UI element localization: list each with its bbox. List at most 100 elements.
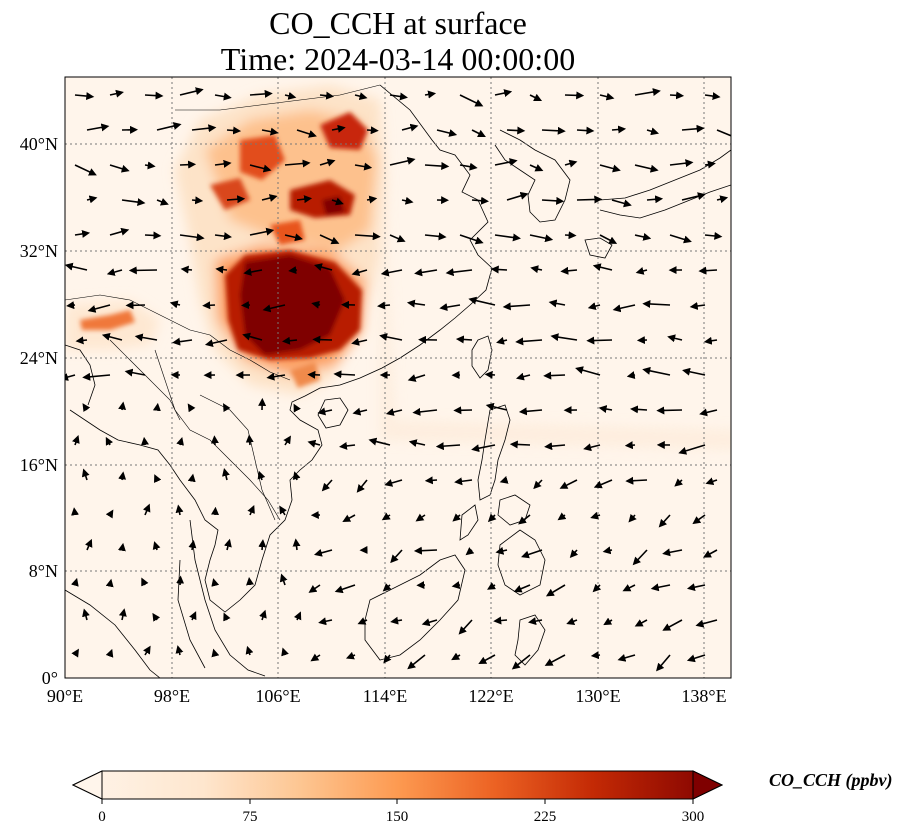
map-time-subtitle: Time: 2024-03-14 00:00:00	[220, 41, 576, 77]
wind-arrow	[401, 196, 414, 205]
wind-arrow	[144, 91, 164, 100]
wind-arrow	[381, 512, 391, 521]
wind-vectors	[65, 87, 731, 672]
wind-arrow	[630, 405, 648, 414]
wind-arrow	[118, 471, 127, 481]
wind-arrow	[66, 301, 76, 310]
wind-arrow	[175, 645, 184, 656]
wind-arrow	[634, 619, 648, 627]
wind-arrow	[435, 442, 461, 451]
wind-arrow	[530, 265, 543, 274]
wind-arrow	[439, 303, 461, 312]
wind-arrow	[495, 546, 508, 555]
wind-arrow	[564, 91, 585, 100]
wind-arrow	[412, 407, 438, 416]
wind-arrow	[202, 301, 216, 310]
wind-arrow	[342, 514, 356, 522]
colorbar-tick-label: 75	[243, 809, 258, 825]
wind-arrow	[169, 300, 181, 309]
wind-arrow	[468, 296, 496, 306]
wind-arrow	[494, 233, 521, 242]
wind-arrow	[424, 232, 447, 241]
wind-arrow	[284, 91, 297, 100]
wind-arrow	[261, 127, 279, 136]
wind-arrow	[180, 265, 193, 274]
wind-arrow	[716, 129, 731, 137]
wind-arrow	[471, 196, 489, 205]
wind-arrow	[626, 371, 636, 380]
wind-arrow	[282, 336, 298, 345]
wind-arrow	[407, 374, 426, 382]
wind-arrow	[564, 159, 578, 168]
wind-arrow	[74, 92, 95, 101]
wind-arrow	[179, 233, 205, 242]
wind-arrow	[499, 476, 509, 484]
wind-arrow	[318, 617, 333, 626]
wind-arrow	[214, 92, 232, 101]
wind-arrow	[678, 444, 706, 455]
wind-arrow	[82, 403, 91, 412]
colorbar-extend-max	[692, 770, 724, 800]
wind-arrow	[224, 538, 232, 551]
wind-arrow	[379, 333, 403, 341]
wind-arrow	[529, 164, 544, 172]
wind-arrow	[692, 514, 706, 525]
wind-arrow	[459, 234, 484, 245]
wind-arrow	[156, 122, 182, 131]
wind-arrow	[242, 332, 263, 341]
wind-arrow	[128, 266, 158, 275]
wind-arrow	[156, 198, 169, 206]
wind-arrow	[331, 197, 344, 206]
wind-arrow	[179, 87, 204, 96]
wind-arrow	[134, 333, 158, 342]
wind-arrow	[485, 402, 508, 411]
wind-arrow	[87, 304, 111, 313]
wind-arrow	[451, 652, 461, 661]
wind-arrow	[288, 266, 298, 275]
wind-arrow	[292, 471, 301, 481]
wind-arrow	[246, 577, 254, 586]
wind-arrow	[356, 479, 368, 493]
wind-arrow	[175, 504, 184, 516]
wind-arrow	[716, 195, 729, 204]
wind-arrow	[624, 441, 636, 450]
wind-arrow	[590, 651, 601, 660]
wind-arrow	[154, 474, 162, 484]
longitude-ticks: 90°E 98°E 106°E 114°E 122°E 130°E 138°E	[47, 686, 727, 706]
wind-arrow	[455, 335, 473, 344]
lon-tick-label: 138°E	[681, 686, 726, 706]
wind-arrow	[703, 336, 718, 345]
wind-arrow	[82, 372, 111, 381]
wind-arrow	[698, 266, 718, 275]
wind-arrow	[204, 339, 228, 348]
wind-arrow	[142, 503, 151, 516]
wind-arrow	[339, 441, 356, 450]
wind-arrow	[345, 651, 356, 660]
coastlines	[65, 84, 731, 678]
wind-arrow	[599, 92, 615, 101]
lon-tick-label: 130°E	[575, 686, 620, 706]
wind-arrow	[390, 549, 403, 564]
wind-arrow	[384, 479, 403, 487]
wind-arrow	[602, 546, 613, 555]
wind-arrow	[187, 473, 196, 483]
wind-arrow	[704, 160, 716, 169]
wind-arrow	[502, 302, 531, 311]
wind-arrow	[454, 477, 473, 486]
wind-arrow	[628, 513, 637, 523]
wind-arrow	[689, 302, 706, 310]
wind-arrow	[611, 199, 632, 208]
wind-arrow	[211, 648, 220, 658]
wind-arrow	[333, 370, 356, 379]
wind-arrow	[681, 192, 706, 201]
wind-arrow	[617, 654, 636, 662]
wind-arrow	[385, 408, 403, 416]
wind-arrow	[84, 538, 93, 551]
wind-arrow	[70, 577, 79, 587]
wind-arrow	[319, 91, 335, 100]
wind-arrow	[656, 654, 671, 672]
wind-arrow	[152, 541, 161, 551]
wind-arrow	[319, 234, 340, 245]
wind-arrow	[312, 335, 333, 344]
wind-arrow	[511, 654, 531, 670]
